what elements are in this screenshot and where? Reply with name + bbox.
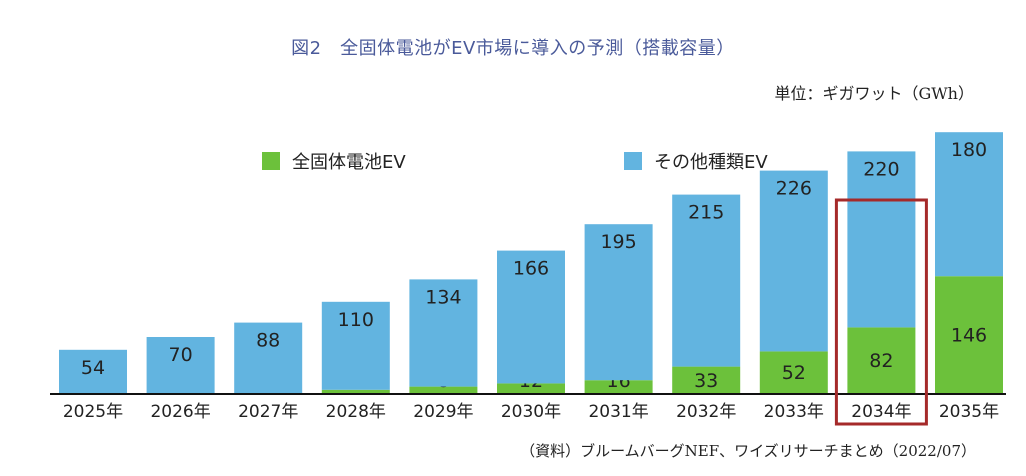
chart-title: 図2 全固体電池がEV市場に導入の予測（搭載容量） <box>291 38 735 59</box>
unit-label: 単位：ギガワット（GWh） <box>774 84 974 103</box>
x-tick-label-2031: 2031年 <box>588 402 648 422</box>
bar-2029-other <box>409 279 478 387</box>
data-label-2026-other: 70 <box>169 344 193 366</box>
x-tick-label-2033: 2033年 <box>764 402 824 422</box>
x-tick-label-2028: 2028年 <box>326 402 386 422</box>
bar-2035-solid-state <box>935 276 1003 393</box>
data-label-2030-other: 166 <box>513 258 549 280</box>
data-label-2028-other: 110 <box>338 309 374 331</box>
data-label-2033-other: 226 <box>776 178 812 200</box>
data-label-2035-other: 180 <box>951 139 987 161</box>
highlight-box-2034 <box>834 198 928 426</box>
bar-2034-other <box>847 151 916 328</box>
bar-2035-other <box>935 132 1003 277</box>
data-label-2032-other: 215 <box>688 202 724 224</box>
data-label-2031-other: 195 <box>600 231 636 253</box>
bar-2032-solid-state <box>672 366 741 393</box>
bar-2025-other <box>59 349 127 393</box>
bar-2030-other <box>497 250 565 384</box>
data-label-2033-solid-state: 52 <box>782 362 806 384</box>
x-tick-label-2026: 2026年 <box>150 402 210 422</box>
x-tick-label-2027: 2027年 <box>238 402 298 422</box>
legend-item-other: その他種類EV <box>624 148 768 174</box>
bar-2031-other <box>584 224 653 381</box>
bar-2032-other <box>672 194 741 367</box>
bar-2031-solid-state <box>584 380 653 393</box>
x-tick-label-2030: 2030年 <box>501 402 561 422</box>
bar-2028-solid-state <box>321 389 390 393</box>
bar-2029-solid-state <box>409 386 478 393</box>
data-label-2034-other: 220 <box>863 158 899 180</box>
data-label-2034-solid-state: 82 <box>869 350 893 372</box>
data-label-2032-solid-state: 33 <box>694 370 718 392</box>
x-tick-label-2029: 2029年 <box>413 402 473 422</box>
bar-2028-other <box>321 301 390 390</box>
bar-2034-solid-state <box>847 327 916 393</box>
bar-2026-other <box>146 337 215 393</box>
bar-2033-solid-state <box>759 351 828 393</box>
bar-2027-other <box>234 322 303 393</box>
x-tick-label-2035: 2035年 <box>939 402 999 422</box>
data-label-2025-other: 54 <box>81 357 105 379</box>
x-tick-label-2032: 2032年 <box>676 402 736 422</box>
source-note: （資料）ブルームバーグNEF、ワイズリサーチまとめ（2022/07） <box>520 442 976 460</box>
legend-label-other: その他種類EV <box>654 152 768 173</box>
x-tick-label-2034: 2034年 <box>851 402 911 422</box>
data-label-2029-other: 134 <box>425 286 461 308</box>
data-label-2035-solid-state: 146 <box>951 325 987 347</box>
bar-2033-other <box>759 170 828 352</box>
legend-label-solid-state: 全固体電池EV <box>292 152 406 173</box>
legend-item-solid-state: 全固体電池EV <box>262 148 406 174</box>
x-tick-label-2025: 2025年 <box>63 402 123 422</box>
data-label-2027-other: 88 <box>256 330 280 352</box>
bar-2030-solid-state <box>497 383 565 393</box>
legend-swatch-solid-state <box>262 152 280 170</box>
legend-swatch-other <box>624 152 642 170</box>
